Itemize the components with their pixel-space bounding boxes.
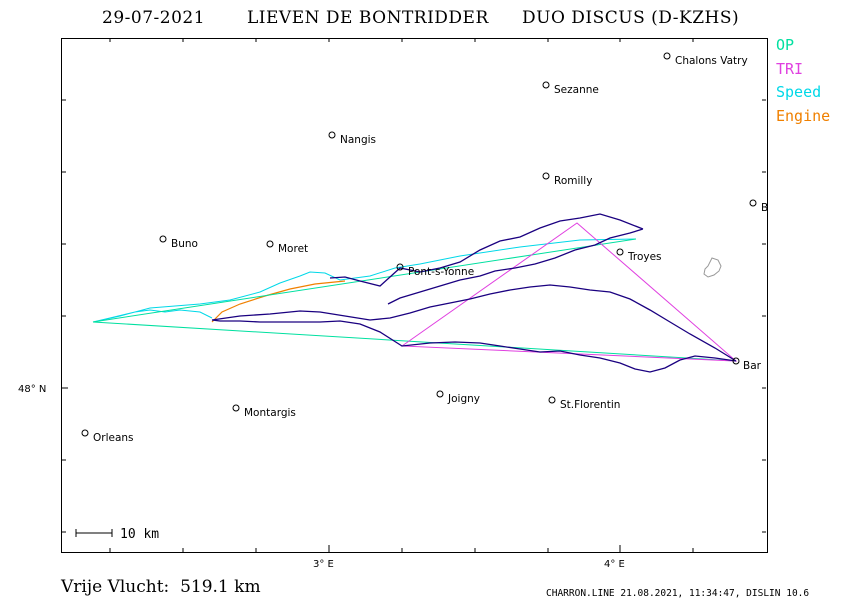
town-label-sezanne: Sezanne [554, 84, 599, 96]
town-marker [542, 172, 550, 180]
town-marker [732, 357, 740, 365]
town-label-orleans: Orleans [93, 432, 134, 444]
town-marker [232, 404, 240, 412]
town-marker [81, 429, 89, 437]
town-label-bar: Bar [743, 360, 762, 372]
town-label-chalons-vatry: Chalons Vatry [675, 55, 748, 67]
map-title: 29-07-2021 LIEVEN DE BONTRIDDER DUO DISC… [0, 8, 853, 88]
lon-label-3: 3° E [313, 559, 334, 570]
town-marker [542, 81, 550, 89]
town-marker [548, 396, 556, 404]
distance-label: Vrije Vlucht: 519.1 km [61, 577, 261, 597]
town-label-buno: Buno [171, 238, 198, 250]
town-label-joigny: Joigny [447, 393, 480, 405]
flight-track [211, 213, 737, 373]
town-label-b: B [761, 202, 768, 214]
scale-bar [75, 529, 113, 537]
town-marker [616, 248, 624, 256]
lon-label-4: 4° E [604, 559, 625, 570]
legend-op: OP [776, 36, 795, 54]
credits-label: CHARRON.LINE 21.08.2021, 11:34:47, DISLI… [546, 588, 810, 599]
town-marker [749, 199, 757, 207]
legend-tri: TRI [776, 59, 804, 78]
tri-lines [400, 222, 738, 362]
town-label-pont-s-yonne: Pont-s-Yonne [408, 266, 474, 278]
legend-engine: Engine [776, 106, 831, 125]
town-label-montargis: Montargis [244, 407, 296, 419]
town-marker [328, 131, 336, 139]
axis-ticks [61, 38, 766, 552]
glider-name: DUO DISCUS (D-KZHS) [522, 8, 740, 28]
town-label-st-florentin: St.Florentin [560, 399, 620, 411]
scale-label: 10 km [120, 527, 159, 542]
town-marker [436, 390, 444, 398]
town-marker [159, 235, 167, 243]
engine-track [211, 280, 346, 323]
town-marker [266, 240, 274, 248]
town-marker [396, 263, 404, 271]
town-label-troyes: Troyes [627, 251, 662, 263]
flight-date: 29-07-2021 [102, 8, 206, 28]
pilot-name: LIEVEN DE BONTRIDDER [247, 8, 489, 28]
town-label-romilly: Romilly [554, 175, 592, 187]
lake-shape [703, 257, 722, 278]
op-lines [92, 238, 737, 362]
legend: OP TRI Speed Engine [776, 34, 830, 128]
map-frame [61, 38, 768, 553]
legend-speed: Speed [776, 83, 822, 101]
towns-layer [81, 52, 757, 437]
town-label-nangis: Nangis [340, 134, 376, 146]
town-label-moret: Moret [278, 243, 308, 255]
speed-track [92, 238, 637, 323]
lat-label: 48° N [18, 384, 46, 395]
town-labels: Chalons Vatry Sezanne Nangis Romilly B B… [93, 55, 768, 444]
town-marker [663, 52, 671, 60]
